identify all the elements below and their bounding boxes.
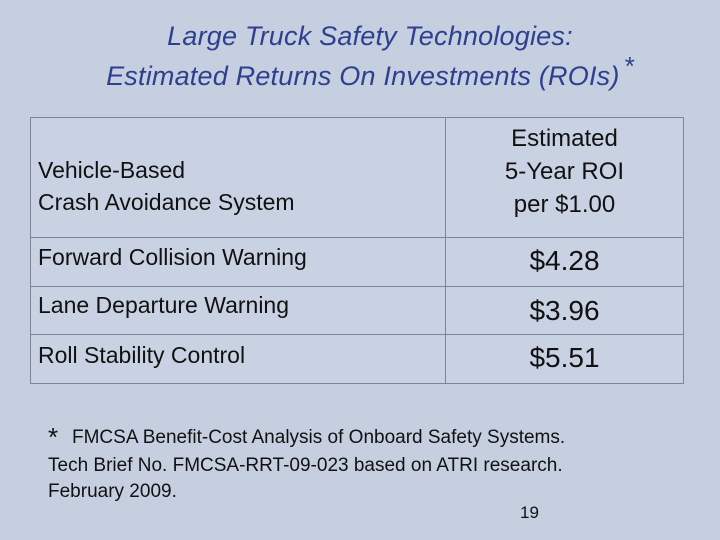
title-asterisk: * [623, 51, 634, 81]
header-roi-line-3: per $1.00 [513, 191, 616, 218]
table-row-system: Lane Departure Warning [38, 292, 290, 318]
header-system: Vehicle-Based Crash Avoidance System [38, 154, 295, 218]
header-roi-line-1: Estimated [511, 125, 618, 152]
table-row-roi: $3.96 [529, 295, 600, 326]
column-divider [445, 118, 446, 383]
footnote-line-3: February 2009. [48, 481, 177, 502]
row-divider [31, 286, 683, 287]
slide-title-line-1: Large Truck Safety Technologies: [167, 21, 573, 51]
row-divider [31, 334, 683, 335]
header-system-line-2: Crash Avoidance System [38, 189, 295, 215]
slide-title-line-2: Estimated Returns On Investments (ROIs) * [20, 51, 720, 94]
header-roi-line-2: 5-Year ROI [504, 158, 625, 185]
header-divider [31, 237, 683, 238]
header-roi: Estimated 5-Year ROI per $1.00 [446, 122, 683, 221]
table-row-system: Forward Collision Warning [38, 244, 307, 270]
header-system-line-1: Vehicle-Based [38, 157, 186, 183]
footnote-line-1: FMCSA Benefit-Cost Analysis of Onboard S… [72, 427, 566, 448]
roi-table: Vehicle-Based Crash Avoidance System Est… [30, 117, 684, 384]
table-row-roi: $5.51 [529, 342, 600, 373]
table-row-system: Roll Stability Control [38, 342, 246, 368]
table-row-roi: $4.28 [529, 245, 600, 276]
footnote-line-2: Tech Brief No. FMCSA-RRT-09-023 based on… [48, 455, 563, 476]
footnote-asterisk: * [48, 422, 59, 452]
page-number: 19 [520, 503, 539, 522]
slide-title-line-2-text: Estimated Returns On Investments (ROIs) [106, 61, 620, 91]
